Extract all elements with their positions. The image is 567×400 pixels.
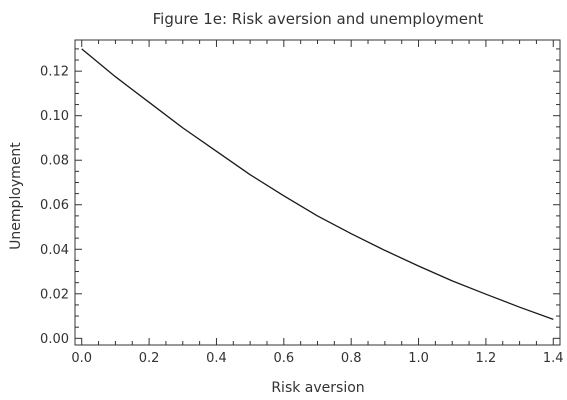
plot-frame	[74, 39, 561, 346]
y-tick-label: 0.06	[40, 198, 69, 213]
plot-area: 0.0 0.2 0.4 0.6 0.8 1.0 1.2 1.4 0.00 0.02 0.04 0.06…	[40, 39, 564, 366]
y-tick-label: 0.12	[40, 65, 69, 80]
chart-title: Figure 1e: Risk aversion and unemploymen…	[153, 10, 484, 28]
y-tick-label: 0.10	[40, 109, 69, 124]
y-axis-title: Unemployment	[8, 142, 24, 250]
x-axis-title: Risk aversion	[271, 380, 364, 396]
y-tick-label: 0.04	[40, 243, 69, 258]
x-tick-label: 0.2	[139, 351, 160, 366]
x-tick-label: 0.4	[206, 351, 227, 366]
x-tick-label: 1.2	[476, 351, 497, 366]
series-line	[81, 48, 554, 321]
x-tick-label: 1.4	[543, 351, 564, 366]
y-tick-label: 0.02	[40, 287, 69, 302]
y-tick-label: 0.00	[40, 332, 69, 347]
x-tick-label: 0.0	[71, 351, 92, 366]
x-tick-label: 0.6	[273, 351, 294, 366]
x-tick-label: 1.0	[408, 351, 429, 366]
x-tick-label: 0.8	[341, 351, 362, 366]
y-tick-label: 0.08	[40, 154, 69, 169]
